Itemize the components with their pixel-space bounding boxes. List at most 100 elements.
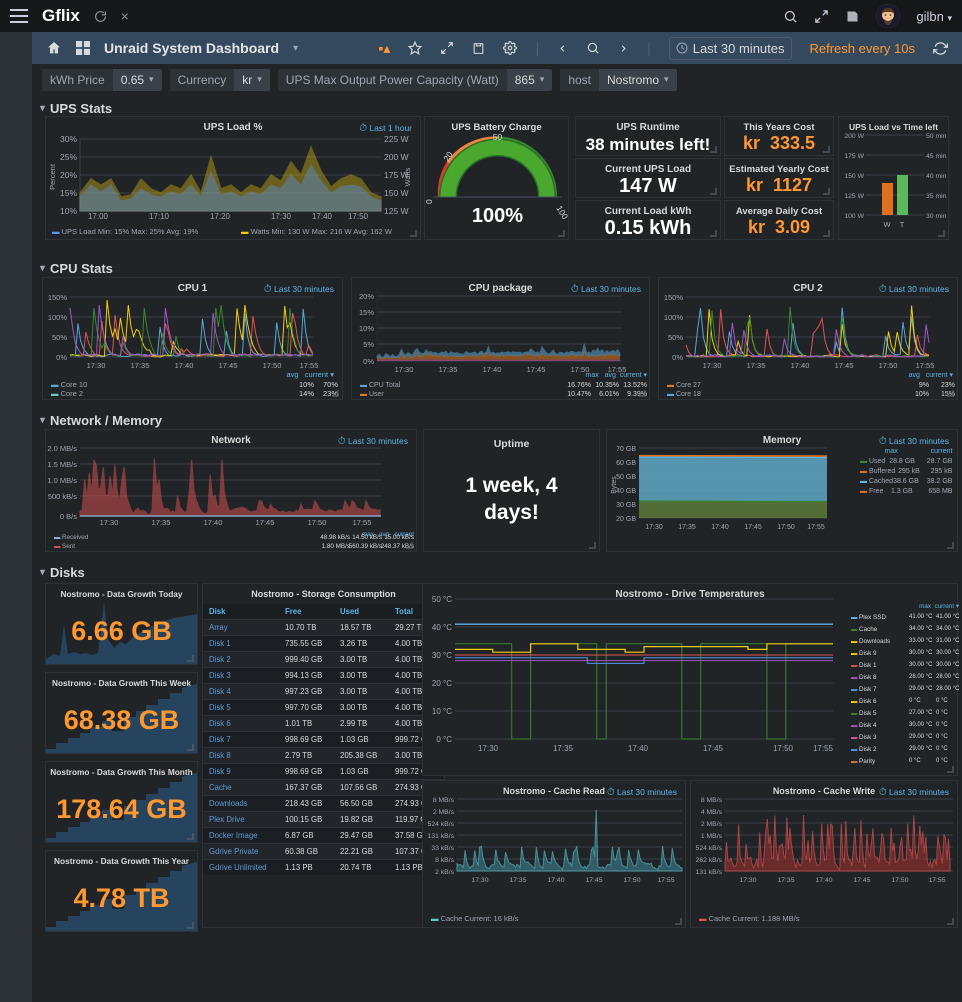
svg-text:17:30: 17:30	[478, 744, 499, 753]
svg-text:17:50: 17:50	[308, 518, 327, 527]
svg-text:17:30: 17:30	[645, 524, 663, 531]
svg-text:17:30: 17:30	[703, 361, 722, 370]
svg-text:17:55: 17:55	[916, 361, 935, 370]
svg-text:50%: 50%	[668, 333, 683, 342]
svg-text:40 °C: 40 °C	[432, 623, 452, 632]
svg-text:40 min: 40 min	[926, 173, 947, 180]
svg-text:10%: 10%	[359, 324, 374, 333]
svg-text:175 W: 175 W	[844, 153, 864, 160]
svg-text:17:40: 17:40	[711, 524, 729, 531]
svg-text:25%: 25%	[60, 152, 77, 162]
svg-text:125 W: 125 W	[844, 193, 864, 200]
svg-text:262 kB/s: 262 kB/s	[696, 857, 723, 864]
svg-text:17:40: 17:40	[547, 877, 564, 884]
svg-text:30%: 30%	[60, 134, 77, 144]
svg-text:1.5 MB/s: 1.5 MB/s	[47, 460, 77, 469]
svg-text:150 W: 150 W	[384, 188, 409, 198]
svg-text:150%: 150%	[48, 293, 68, 302]
svg-text:15%: 15%	[359, 308, 374, 317]
svg-text:0%: 0%	[672, 353, 683, 362]
svg-text:17:35: 17:35	[678, 524, 696, 531]
svg-text:10%: 10%	[60, 206, 77, 216]
svg-text:17:45: 17:45	[219, 361, 238, 370]
svg-text:17:30: 17:30	[471, 877, 488, 884]
svg-text:150 W: 150 W	[844, 173, 864, 180]
svg-text:524 kB/s: 524 kB/s	[696, 845, 723, 852]
svg-text:17:45: 17:45	[703, 744, 724, 753]
svg-text:17:40: 17:40	[312, 212, 333, 221]
svg-text:17:40: 17:40	[815, 877, 832, 884]
svg-text:17:10: 17:10	[149, 212, 170, 221]
svg-text:524 kB/s: 524 kB/s	[428, 821, 455, 828]
svg-text:33 kB/s: 33 kB/s	[431, 845, 454, 852]
svg-text:8 kB/s: 8 kB/s	[435, 857, 454, 864]
svg-text:17:45: 17:45	[256, 518, 275, 527]
svg-text:T: T	[900, 220, 905, 229]
svg-text:10 °C: 10 °C	[432, 707, 452, 716]
svg-text:35 min: 35 min	[926, 193, 947, 200]
svg-text:17:50: 17:50	[263, 361, 282, 370]
svg-text:70 GB: 70 GB	[616, 446, 636, 453]
svg-text:500 kB/s: 500 kB/s	[48, 492, 77, 501]
svg-text:17:30: 17:30	[739, 877, 756, 884]
svg-text:17:30: 17:30	[395, 365, 414, 374]
svg-text:2.0 MB/s: 2.0 MB/s	[47, 444, 77, 453]
svg-text:17:55: 17:55	[353, 518, 372, 527]
svg-text:5%: 5%	[363, 340, 374, 349]
svg-text:20 °C: 20 °C	[432, 679, 452, 688]
svg-text:131 kB/s: 131 kB/s	[696, 869, 723, 876]
svg-text:60 GB: 60 GB	[616, 460, 636, 467]
svg-text:17:30: 17:30	[87, 361, 106, 370]
svg-text:50: 50	[493, 132, 503, 142]
svg-text:17:40: 17:40	[483, 365, 502, 374]
svg-text:Bytes: Bytes	[611, 476, 618, 494]
svg-text:100%: 100%	[472, 205, 523, 227]
svg-text:17:55: 17:55	[813, 744, 834, 753]
svg-text:20%: 20%	[359, 292, 374, 301]
svg-text:2 kB/s: 2 kB/s	[435, 869, 454, 876]
svg-text:15%: 15%	[60, 188, 77, 198]
svg-text:0 B/s: 0 B/s	[60, 512, 77, 521]
svg-text:17:00: 17:00	[88, 212, 109, 221]
svg-text:1 MB/s: 1 MB/s	[701, 833, 723, 840]
svg-text:17:50: 17:50	[623, 877, 640, 884]
svg-text:17:40: 17:40	[791, 361, 810, 370]
svg-text:Watts: Watts	[403, 167, 412, 186]
svg-text:W: W	[883, 220, 891, 229]
svg-text:131 kB/s: 131 kB/s	[428, 833, 455, 840]
svg-text:30 GB: 30 GB	[616, 502, 636, 509]
svg-text:17:35: 17:35	[553, 744, 574, 753]
svg-text:17:55: 17:55	[300, 361, 319, 370]
svg-text:17:50: 17:50	[348, 212, 369, 221]
svg-text:17:45: 17:45	[744, 524, 762, 531]
svg-text:200 W: 200 W	[384, 152, 409, 162]
svg-text:0: 0	[425, 199, 434, 204]
svg-text:17:55: 17:55	[657, 877, 674, 884]
svg-text:30 min: 30 min	[926, 213, 947, 220]
svg-text:17:45: 17:45	[527, 365, 546, 374]
svg-text:17:45: 17:45	[853, 877, 870, 884]
svg-text:0 °C: 0 °C	[436, 735, 452, 744]
svg-text:17:50: 17:50	[777, 524, 795, 531]
svg-text:Percent: Percent	[48, 163, 57, 190]
svg-text:1.0 MB/s: 1.0 MB/s	[47, 476, 77, 485]
svg-text:17:35: 17:35	[439, 365, 458, 374]
svg-text:17:35: 17:35	[131, 361, 150, 370]
svg-text:17:40: 17:40	[628, 744, 649, 753]
svg-text:45 min: 45 min	[926, 153, 947, 160]
svg-text:17:50: 17:50	[879, 361, 898, 370]
svg-text:17:55: 17:55	[928, 877, 945, 884]
svg-text:17:35: 17:35	[777, 877, 794, 884]
svg-text:17:35: 17:35	[747, 361, 766, 370]
svg-text:225 W: 225 W	[384, 134, 409, 144]
svg-text:17:45: 17:45	[835, 361, 854, 370]
svg-text:0%: 0%	[363, 357, 374, 366]
svg-text:50 min: 50 min	[926, 133, 947, 140]
svg-text:17:50: 17:50	[773, 744, 794, 753]
svg-text:17:35: 17:35	[152, 518, 171, 527]
svg-text:100%: 100%	[664, 313, 684, 322]
svg-text:8 MB/s: 8 MB/s	[433, 797, 455, 804]
svg-text:125 W: 125 W	[384, 206, 409, 216]
svg-text:17:55: 17:55	[807, 524, 825, 531]
svg-text:40 GB: 40 GB	[616, 488, 636, 495]
